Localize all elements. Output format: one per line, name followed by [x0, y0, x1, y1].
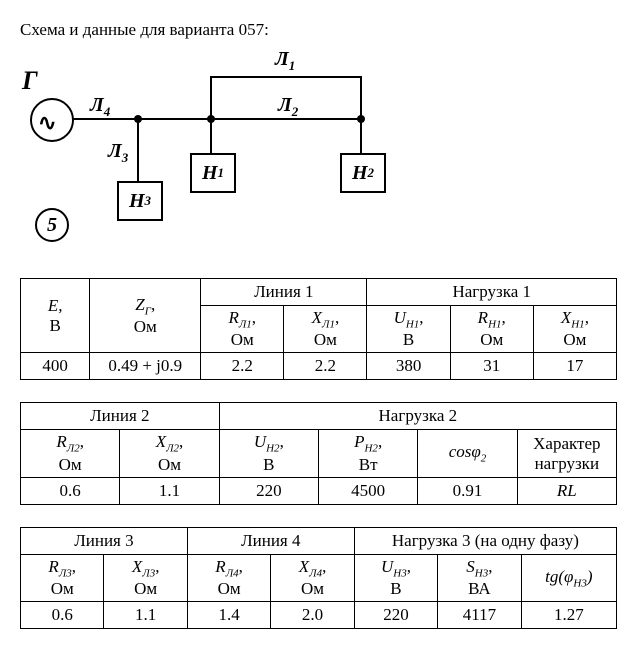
line-l1-label: Л1: [275, 48, 295, 74]
line-l3-label: Л3: [108, 140, 128, 166]
t2-PH2: 4500: [318, 477, 417, 504]
t3-XL3: 1.1: [104, 602, 187, 629]
generator-label: Г: [22, 66, 38, 96]
t1-E: 400: [21, 353, 90, 380]
page-title: Схема и данные для варианта 057:: [20, 20, 617, 40]
t2-char: RL: [517, 477, 616, 504]
sine-icon: ∿: [38, 112, 56, 134]
load-h2-box: Н2: [340, 153, 386, 193]
load-h3-box: Н3: [117, 181, 163, 221]
t3-UH3: 220: [354, 602, 437, 629]
line-l4-label: Л4: [90, 94, 110, 120]
t1-RH1: 31: [450, 353, 533, 380]
load-h1-box: Н1: [190, 153, 236, 193]
t3-RL4: 1.4: [187, 602, 270, 629]
t3-SH3: 4117: [438, 602, 521, 629]
table-1: E,В ZГ,Ом Линия 1 Нагрузка 1 RЛ1,Ом XЛ1,…: [20, 278, 617, 380]
line-l2-label: Л2: [278, 94, 298, 120]
t2-cosphi: 0.91: [418, 477, 517, 504]
generator-symbol: ∿: [30, 98, 74, 142]
t1-UH1: 380: [367, 353, 450, 380]
t1-RL1: 2.2: [201, 353, 284, 380]
t3-RL3: 0.6: [21, 602, 104, 629]
circuit-diagram: Г ∿ Н1 Н2 Н3 Л1 Л2 Л3 Л4 5: [20, 58, 400, 248]
t2-XL2: 1.1: [120, 477, 219, 504]
table-2: Линия 2 Нагрузка 2 RЛ2,Ом XЛ2,Ом UН2,В P…: [20, 402, 617, 504]
table-3: Линия 3 Линия 4 Нагрузка 3 (на одну фазу…: [20, 527, 617, 629]
t3-tgphi: 1.27: [521, 602, 616, 629]
t1-XL1: 2.2: [284, 353, 367, 380]
t3-XL4: 2.0: [271, 602, 354, 629]
t1-Zg: 0.49 + j0.9: [90, 353, 201, 380]
variant-number-circle: 5: [35, 208, 69, 242]
t1-XH1: 17: [533, 353, 616, 380]
t2-RL2: 0.6: [21, 477, 120, 504]
t2-UH2: 220: [219, 477, 318, 504]
